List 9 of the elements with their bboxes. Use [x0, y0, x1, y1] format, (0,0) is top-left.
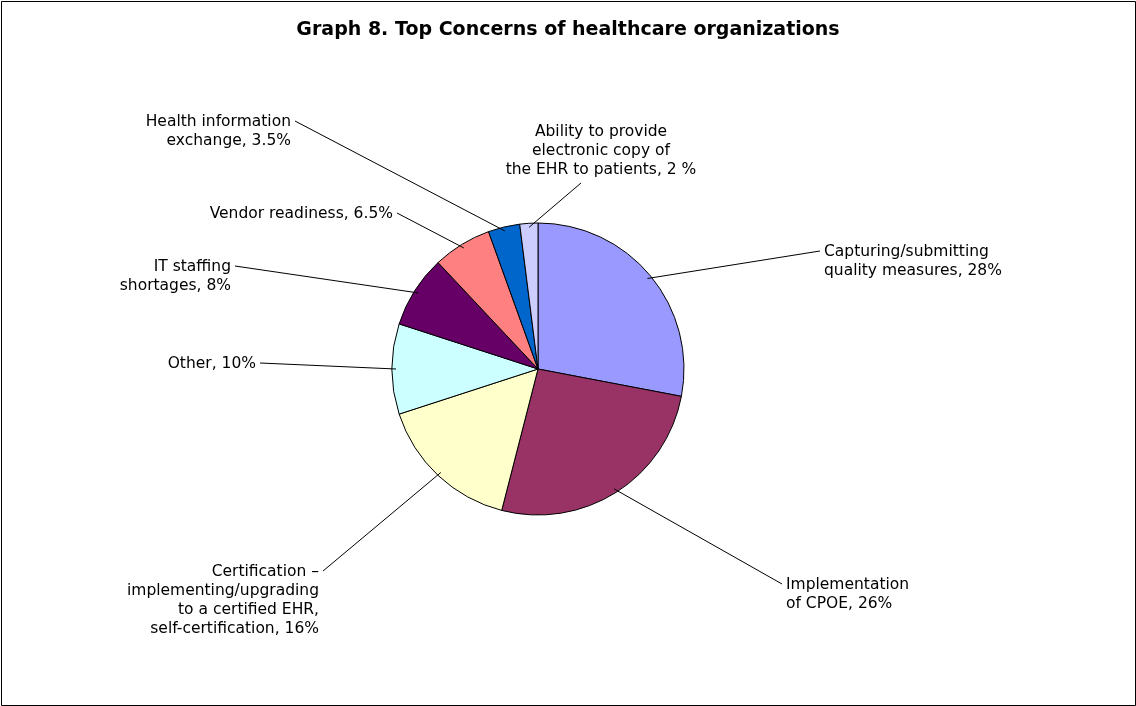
- slice-label: Certification – implementing/upgrading to a certified EHR, self-certification, 16%: [127, 562, 319, 637]
- slice-label: Health information exchange, 3.5%: [145, 112, 291, 149]
- slice-label: Ability to provide electronic copy of the EHR to patients, 2 %: [505, 122, 697, 178]
- chart-title: Graph 8. Top Concerns of healthcare organizations: [296, 17, 840, 39]
- slice-label: Other, 10%: [167, 354, 256, 372]
- slice-label: Vendor readiness, 6.5%: [209, 204, 393, 222]
- slice-label: IT staffing shortages, 8%: [119, 257, 231, 294]
- slice-label: Capturing/submitting quality measures, 28%: [824, 242, 1002, 279]
- slice-label: Implementation of CPOE, 26%: [786, 575, 910, 612]
